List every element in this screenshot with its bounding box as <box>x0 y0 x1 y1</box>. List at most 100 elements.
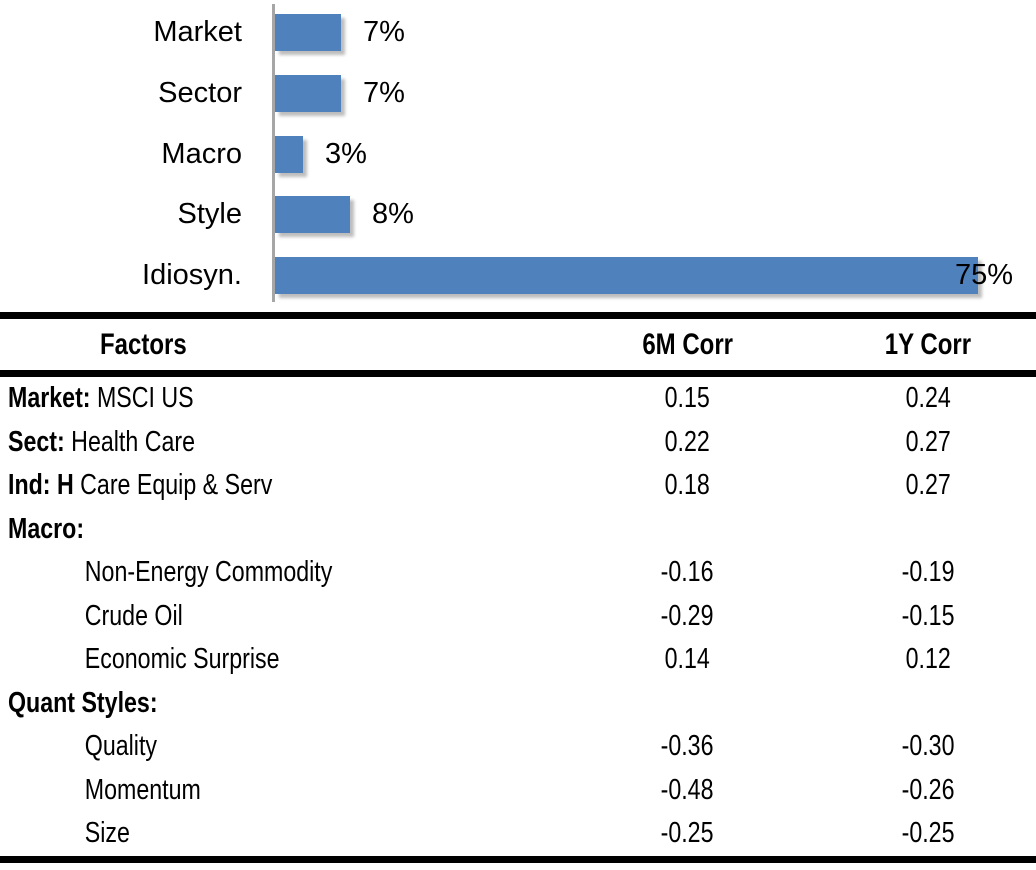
cell-corr_1y <box>820 682 1036 726</box>
cell-corr_6m <box>555 508 820 552</box>
cell-corr_1y-value: -0.19 <box>901 556 955 588</box>
cell-corr_6m: -0.29 <box>555 595 820 639</box>
row-label-text: Care Equip & Serv <box>73 469 273 501</box>
row-label-cell: Quality <box>0 725 555 769</box>
cell-corr_6m <box>555 682 820 726</box>
row-label-cell: Sect: Health Care <box>0 421 555 465</box>
row-label: Quality <box>8 725 157 769</box>
bar-category-label: Idiosyn. <box>142 259 242 291</box>
bar-category-label: Sector <box>158 76 242 109</box>
risk-contribution-bar-chart: Market 7% Sector 7% Macro 3% Style 8% Idiosyn. 75… <box>0 0 1036 312</box>
cell-corr_6m: 0.18 <box>555 464 820 508</box>
table-row: Ind: H Care Equip & Serv 0.18 0.27 <box>0 464 1036 508</box>
header-1y-corr: 1Y Corr <box>820 319 1036 370</box>
row-label: Momentum <box>8 769 201 813</box>
bar-value-label: 75% <box>955 259 1014 291</box>
row-label-prefix: Quant Styles: <box>8 686 158 719</box>
row-label: Crude Oil <box>8 595 183 639</box>
cell-corr_1y: 0.27 <box>820 464 1036 508</box>
cell-corr_6m-value: -0.48 <box>661 773 714 806</box>
row-label-cell: Macro: <box>0 508 555 552</box>
cell-corr_6m: 0.22 <box>555 421 820 465</box>
row-label-prefix: Macro: <box>8 512 85 545</box>
cell-corr_6m: -0.48 <box>555 769 820 813</box>
row-label-cell: Market: MSCI US <box>0 377 555 421</box>
cell-corr_1y-value: -0.30 <box>901 730 955 762</box>
bar-category-label: Style <box>177 198 242 231</box>
row-label-text: Health Care <box>64 425 195 458</box>
cell-corr_1y-value: 0.27 <box>905 425 951 458</box>
table-row: Crude Oil -0.29 -0.15 <box>0 595 1036 639</box>
bar-value-label: 3% <box>325 137 367 170</box>
row-label-cell: Size <box>0 812 555 856</box>
row-label: Non-Energy Commodity <box>8 551 333 595</box>
cell-corr_6m-value: -0.16 <box>661 556 714 588</box>
cell-corr_6m: -0.36 <box>555 725 820 769</box>
row-label-prefix: Market: <box>8 382 91 414</box>
cell-corr_1y-value: -0.26 <box>901 773 955 806</box>
cell-corr_1y-value: -0.25 <box>901 817 955 849</box>
row-label-text: Non-Energy Commodity <box>84 556 333 588</box>
bar-category-label: Market <box>153 16 242 48</box>
row-label: Macro: <box>8 508 84 552</box>
table-row: Momentum -0.48 -0.26 <box>0 769 1036 813</box>
header-6m-corr-label: 6M Corr <box>642 328 733 361</box>
row-label-cell: Non-Energy Commodity <box>0 551 555 595</box>
row-label-cell: Ind: H Care Equip & Serv <box>0 464 555 508</box>
row-label-text: Economic Surprise <box>84 643 280 675</box>
bar-category-label: Macro <box>161 137 242 170</box>
cell-corr_1y: 0.24 <box>820 377 1036 421</box>
bar-style <box>275 196 350 234</box>
row-label-prefix: Sect: <box>8 425 65 458</box>
cell-corr_1y: 0.27 <box>820 421 1036 465</box>
table-row: Macro: <box>0 508 1036 552</box>
row-label-text: Crude Oil <box>84 599 183 632</box>
cell-corr_1y-value: 0.24 <box>905 382 951 414</box>
bar-value-label: 8% <box>372 198 414 231</box>
cell-corr_6m-value: 0.14 <box>664 643 711 675</box>
bar-value-label: 7% <box>363 76 405 109</box>
row-label: Quant Styles: <box>8 682 158 726</box>
table-row: Economic Surprise 0.14 0.12 <box>0 638 1036 682</box>
cell-corr_6m: 0.15 <box>555 377 820 421</box>
header-6m-corr: 6M Corr <box>555 319 820 370</box>
table-body: Market: MSCI US 0.15 0.24 Sect: Health Care… <box>0 377 1036 856</box>
bar-idiosyn <box>275 257 978 294</box>
bar-sector <box>275 74 341 112</box>
row-label-cell: Economic Surprise <box>0 638 555 682</box>
row-label-cell: Quant Styles: <box>0 682 555 726</box>
table-row: Quality -0.36 -0.30 <box>0 725 1036 769</box>
cell-corr_6m-value: -0.25 <box>661 817 714 849</box>
factor-correlation-table: Factors 6M Corr 1Y Corr Market: MSCI US 0… <box>0 312 1036 863</box>
cell-corr_6m-value: -0.29 <box>661 599 714 632</box>
row-label: Economic Surprise <box>8 638 280 682</box>
cell-corr_6m-value: -0.36 <box>661 730 714 762</box>
cell-corr_1y-value: 0.27 <box>905 469 951 501</box>
table-header-row: Factors 6M Corr 1Y Corr <box>0 319 1036 377</box>
cell-corr_1y: -0.26 <box>820 769 1036 813</box>
table-row: Market: MSCI US 0.15 0.24 <box>0 377 1036 421</box>
cell-corr_1y: -0.25 <box>820 812 1036 856</box>
cell-corr_1y: 0.12 <box>820 638 1036 682</box>
cell-corr_6m: -0.25 <box>555 812 820 856</box>
bar-macro <box>275 135 303 173</box>
cell-corr_1y <box>820 508 1036 552</box>
cell-corr_1y: -0.15 <box>820 595 1036 639</box>
row-label: Size <box>8 812 130 856</box>
bar-value-label: 7% <box>363 16 405 48</box>
cell-corr_1y-value: -0.15 <box>901 599 955 632</box>
cell-corr_6m-value: 0.18 <box>664 469 711 501</box>
row-label-cell: Crude Oil <box>0 595 555 639</box>
cell-corr_6m-value: 0.15 <box>664 382 711 414</box>
row-label-text: Momentum <box>84 773 201 806</box>
table-row: Size -0.25 -0.25 <box>0 812 1036 856</box>
row-label-text: MSCI US <box>90 382 194 414</box>
row-label-prefix: Ind: H <box>8 469 74 501</box>
table-row: Quant Styles: <box>0 682 1036 726</box>
category-axis-line <box>272 4 275 302</box>
header-factors: Factors <box>0 319 555 370</box>
cell-corr_6m-value: 0.22 <box>664 425 711 458</box>
row-label-text: Quality <box>84 730 158 762</box>
cell-corr_1y: -0.30 <box>820 725 1036 769</box>
row-label: Ind: H Care Equip & Serv <box>8 464 272 508</box>
